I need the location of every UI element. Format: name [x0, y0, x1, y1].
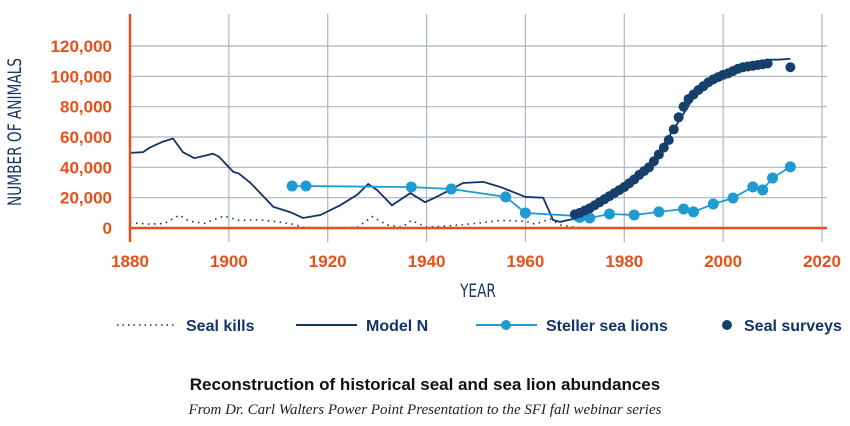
y-tick-label: 0: [103, 219, 112, 238]
steller-point: [500, 191, 512, 203]
steller-point: [687, 206, 699, 218]
x-tick-label: 1920: [309, 252, 347, 271]
seal-survey-point: [785, 62, 796, 73]
steller-point: [747, 181, 759, 193]
steller-point: [767, 172, 779, 184]
x-tick-label: 1980: [605, 252, 643, 271]
legend-steller-swatch-marker: [501, 320, 511, 330]
series-layer: [129, 58, 796, 229]
chart-subtitle: From Dr. Carl Walters Power Point Presen…: [188, 402, 662, 418]
legend-steller-label: Steller sea lions: [546, 318, 668, 335]
legend-seal-kills-label: Seal kills: [186, 318, 255, 335]
y-tick-label: 100,000: [51, 67, 112, 86]
axes: 0 20,000 40,000 60,000 80,000 100,000 120,000 1…: [51, 14, 841, 271]
x-tick-label: 1900: [210, 252, 248, 271]
x-tick-label: 2020: [803, 252, 841, 271]
series-seal-kills-line: [129, 214, 773, 229]
steller-point: [603, 208, 615, 220]
seal-survey-point: [673, 112, 684, 123]
y-tick-label: 60,000: [60, 128, 112, 147]
y-tick-label: 120,000: [51, 37, 112, 56]
steller-point: [757, 184, 769, 196]
steller-point: [300, 180, 312, 192]
legend-seal-surveys-label: Seal surveys: [744, 318, 842, 335]
seal-survey-point: [658, 142, 669, 153]
seal-survey-point: [663, 135, 674, 146]
chart-title: Reconstruction of historical seal and se…: [190, 375, 660, 394]
steller-point: [405, 181, 417, 193]
seal-survey-point: [762, 58, 773, 69]
x-axis-title: YEAR: [459, 280, 496, 302]
y-tick-label: 20,000: [60, 189, 112, 208]
steller-point: [584, 212, 596, 224]
y-tick-label: 40,000: [60, 158, 112, 177]
steller-point: [519, 207, 531, 219]
seal-survey-point: [678, 101, 689, 112]
legend-model-n-label: Model N: [366, 318, 428, 335]
x-tick-label: 2000: [704, 252, 742, 271]
y-axis-title: NUMBER OF ANIMALS: [4, 58, 26, 206]
x-tick-label: 1880: [111, 252, 149, 271]
legend-seal-surveys-swatch: [722, 320, 732, 330]
steller-point: [707, 198, 719, 210]
series-steller-line: [292, 166, 791, 219]
x-tick-label: 1940: [408, 252, 446, 271]
steller-point: [653, 206, 665, 218]
steller-point: [727, 192, 739, 204]
steller-point: [628, 209, 640, 221]
y-tick-label: 80,000: [60, 98, 112, 117]
legend: Seal kills Model N Steller sea lions Sea…: [117, 318, 842, 335]
steller-point: [445, 183, 457, 195]
seal-survey-point: [668, 124, 679, 135]
steller-point: [286, 180, 298, 192]
steller-point: [784, 161, 796, 173]
grid: [130, 14, 827, 242]
steller-point: [678, 203, 690, 215]
x-tick-label: 1960: [507, 252, 545, 271]
